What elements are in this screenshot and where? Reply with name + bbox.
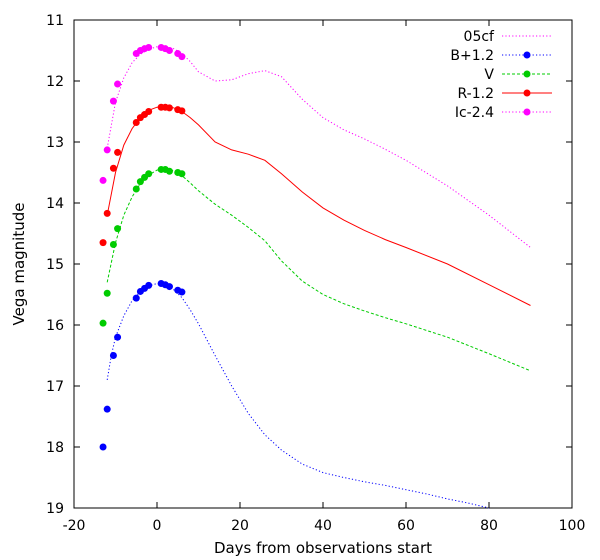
y-tick-label: 14 xyxy=(46,196,64,212)
data-point xyxy=(165,47,173,54)
data-points xyxy=(99,43,186,451)
y-tick-label: 19 xyxy=(46,501,64,517)
data-point xyxy=(109,240,117,248)
data-point xyxy=(103,146,111,154)
legend-label: B+1.2 xyxy=(450,48,494,64)
template-curve xyxy=(106,46,531,248)
x-tick-label: 40 xyxy=(314,518,332,534)
y-tick-label: 17 xyxy=(46,379,64,395)
y-tick-label: 18 xyxy=(46,440,64,456)
data-point xyxy=(109,97,117,105)
data-point xyxy=(178,53,186,61)
legend-marker xyxy=(523,89,531,97)
x-tick-label: 60 xyxy=(397,518,415,534)
data-point xyxy=(99,176,107,184)
x-tick-label: 80 xyxy=(480,518,498,534)
data-point xyxy=(145,108,153,115)
y-axis-title: Vega magnitude xyxy=(10,203,28,326)
data-point xyxy=(178,170,186,178)
data-point xyxy=(114,148,122,156)
legend-marker xyxy=(523,70,531,78)
data-point xyxy=(132,185,140,193)
template-curve xyxy=(106,282,490,509)
data-point xyxy=(145,281,153,289)
y-tick-label: 12 xyxy=(46,74,64,90)
data-point xyxy=(114,225,122,233)
data-point xyxy=(165,167,173,175)
legend-label: Ic-2.4 xyxy=(455,105,494,121)
data-point xyxy=(132,294,140,302)
x-tick-label: -20 xyxy=(63,518,86,534)
data-point xyxy=(103,289,111,297)
data-point xyxy=(145,170,153,178)
x-tick-label: 0 xyxy=(153,518,162,534)
data-point xyxy=(99,239,107,247)
y-tick-label: 13 xyxy=(46,135,64,151)
template-curve xyxy=(106,106,531,306)
legend-label: V xyxy=(484,67,494,83)
x-tick-label: 20 xyxy=(231,518,249,534)
data-point xyxy=(165,104,173,112)
data-point xyxy=(178,288,186,296)
data-point xyxy=(145,43,153,51)
legend-label: 05cf xyxy=(464,29,496,45)
data-point xyxy=(114,333,122,341)
data-point xyxy=(103,209,111,217)
data-point xyxy=(99,443,107,451)
data-point xyxy=(132,118,140,126)
y-tick-label: 15 xyxy=(46,257,64,273)
legend-label: R-1.2 xyxy=(458,86,494,102)
data-point xyxy=(99,319,107,327)
data-point xyxy=(109,352,117,359)
legend: 05cf B+1.2 V R-1.2 Ic-2.4 xyxy=(450,29,552,121)
legend-marker xyxy=(523,108,531,116)
x-tick-label: 100 xyxy=(559,518,586,534)
data-point xyxy=(165,283,173,291)
plot-frame xyxy=(73,19,573,509)
data-point xyxy=(114,80,122,88)
data-point xyxy=(103,405,111,413)
x-axis-title: Days from observations start xyxy=(214,539,432,557)
y-tick-label: 11 xyxy=(46,13,64,29)
data-point xyxy=(109,164,117,172)
y-tick-label: 16 xyxy=(46,318,64,334)
legend-marker xyxy=(523,51,531,59)
data-point xyxy=(178,107,186,115)
axis-ticks: -20 0 20 40 60 80 100 11 12 13 14 15 16 17 18 19 xyxy=(46,13,585,534)
